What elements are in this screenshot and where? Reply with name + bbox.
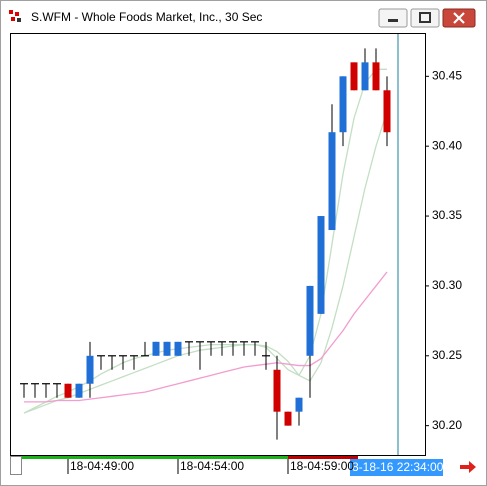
candle-body	[350, 62, 358, 91]
candle-body	[86, 355, 94, 384]
x-tick-label: 18-04:59:00	[290, 459, 354, 473]
candle-body	[339, 76, 347, 133]
candle-body	[163, 341, 171, 356]
y-tick-label: 30.45	[432, 68, 462, 82]
candle-body	[361, 62, 369, 91]
session-bar	[22, 456, 288, 459]
x-tick-label: 18-04:54:00	[180, 459, 244, 473]
candle-body	[284, 411, 292, 426]
candle-body	[306, 285, 314, 356]
y-tick-label: 30.25	[432, 348, 462, 362]
candle-body	[75, 383, 83, 398]
moving-average	[23, 68, 387, 414]
moving-average	[23, 111, 388, 414]
candle-body	[273, 369, 281, 412]
restore-button[interactable]	[410, 8, 440, 28]
candle-body	[295, 397, 303, 412]
candle-body	[372, 62, 380, 91]
candle-body	[317, 216, 325, 314]
window-title: S.WFM - Whole Foods Market, Inc., 30 Sec	[31, 10, 262, 24]
candle-body	[383, 90, 391, 133]
scroll-box	[10, 456, 22, 475]
session-bar	[288, 456, 358, 459]
candle-body	[174, 341, 182, 356]
candle-body	[328, 132, 336, 231]
y-tick-label: 30.20	[432, 418, 462, 432]
y-tick-label: 30.40	[432, 138, 462, 152]
cursor-label-box	[350, 459, 443, 476]
close-button[interactable]	[442, 8, 476, 28]
candle-body	[152, 341, 160, 356]
app-icon	[9, 10, 21, 22]
plot-area	[10, 33, 426, 456]
y-tick-label: 30.35	[432, 208, 462, 222]
minimize-button[interactable]	[378, 8, 408, 28]
y-tick-label: 30.30	[432, 278, 462, 292]
moving-average	[24, 271, 388, 403]
x-tick-label: 18-04:49:00	[70, 459, 134, 473]
cursor-label: 8-18-16 22:34:00	[352, 460, 444, 474]
scroll-arrow[interactable]	[460, 461, 476, 473]
candle-body	[64, 383, 72, 398]
